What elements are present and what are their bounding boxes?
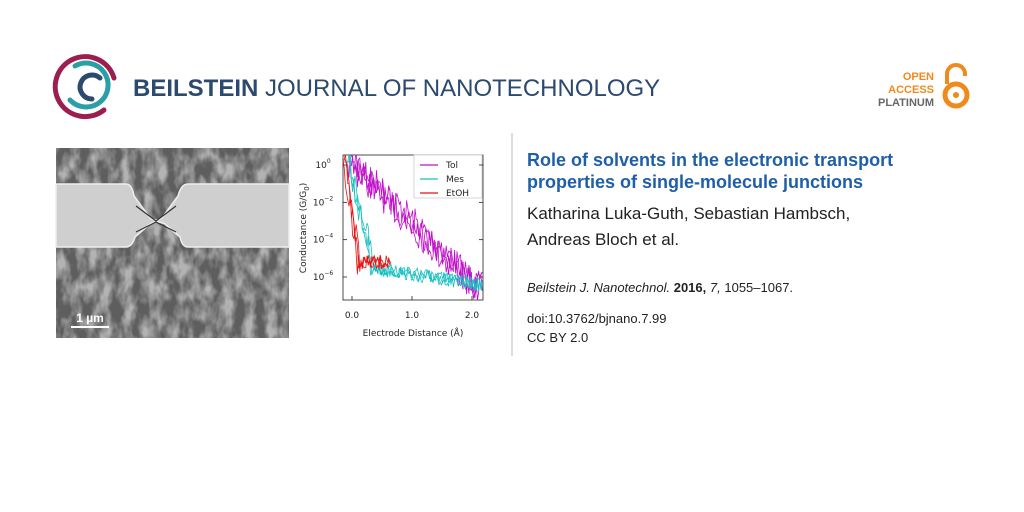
trace [343,155,483,291]
y-tick-label: 10−4 [313,233,333,246]
y-tick-exponent: −4 [324,233,333,240]
y-tick-base: 10 [313,273,325,283]
article-info: Role of solvents in the electronic trans… [527,150,893,345]
legend-label: Tol [445,161,458,171]
license: CC BY 2.0 [527,330,588,345]
y-tick-exponent: −2 [324,195,333,202]
y-tick-base: 10 [313,236,325,246]
journal-rest: JOURNAL OF NANOTECHNOLOGY [265,75,660,102]
logo [52,54,117,119]
traces [343,155,483,300]
badge-platinum: PLATINUM [878,97,934,109]
citation: Beilstein J. Nanotechnol. 2016, 7, 1055–… [527,280,793,295]
open-access-badge: OPEN ACCESS PLATINUM [878,63,970,109]
x-tick-label: 1.0 [405,311,420,321]
x-tick-label: 2.0 [465,311,480,321]
y-label-main: Conductance (G/G [299,191,309,273]
article-title: properties of single-molecule junctions [527,172,863,192]
citation-year: 2016, [674,280,707,295]
trace [343,155,483,298]
sem-image: 1 µm [55,148,290,338]
y-label-sub: 0 [303,186,311,190]
y-axis-label: Conductance (G/G0) [299,183,311,273]
trace [343,155,483,291]
y-tick-label: 100 [315,158,330,171]
y-label-end: ) [299,183,309,187]
y-tick-exponent: 0 [327,158,331,165]
trace [343,159,389,275]
y-tick-base: 10 [315,161,327,171]
doi: doi:10.3762/bjnano.7.99 [527,311,667,326]
plot: Electrode Distance (Å) Conductance (G/G0… [299,154,484,339]
citation-journal: Beilstein J. Nanotechnol. [527,280,670,295]
y-tick-label: 10−6 [313,270,333,283]
y-tick-base: 10 [313,198,325,208]
citation-volume: 7, [710,280,721,295]
authors: Andreas Bloch et al. [527,230,679,249]
badge-access: ACCESS [888,84,934,96]
trace [343,161,483,292]
journal-name: BEILSTEIN JOURNAL OF NANOTECHNOLOGY [133,75,660,102]
badge-open: OPEN [903,71,934,83]
authors: Katharina Luka-Guth, Sebastian Hambsch, [527,204,850,223]
x-tick-label: 0.0 [345,311,360,321]
legend-label: EtOH [446,189,469,199]
legend-label: Mes [446,175,464,185]
y-tick-exponent: −6 [324,270,333,277]
article-title: Role of solvents in the electronic trans… [527,150,893,170]
citation-pages: 1055–1067. [724,280,793,295]
scale-bar-label: 1 µm [76,311,104,325]
journal-bold: BEILSTEIN [133,75,258,102]
y-tick-label: 10−2 [313,195,333,208]
x-axis-label: Electrode Distance (Å) [363,327,464,339]
